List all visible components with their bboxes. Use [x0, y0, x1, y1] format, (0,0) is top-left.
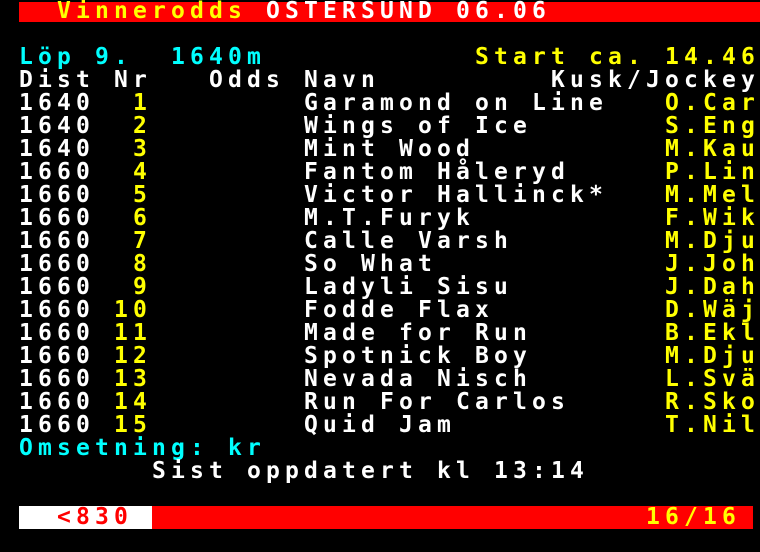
horse-name: Mint Wood [304, 136, 475, 162]
page-link[interactable]: <830 [57, 504, 133, 530]
row-number: 7 [133, 228, 152, 254]
row-distance: 1660 [19, 389, 95, 415]
table-row: 1660 10 Fodde Flax D.Wäj [0, 299, 760, 322]
race-label: Löp 9. [19, 44, 133, 70]
jockey-name: B.Ekl [665, 320, 760, 346]
table-row: 1660 7 Calle Varsh M.Dju [0, 230, 760, 253]
row-distance: 1660 [19, 251, 95, 277]
row-number: 9 [133, 274, 152, 300]
row-number: 5 [133, 182, 152, 208]
table-row: 1660 12 Spotnick Boy M.Dju [0, 345, 760, 368]
column-header-odds: Odds [209, 67, 285, 93]
table-row: 1660 15 Quid Jam T.Nil [0, 414, 760, 437]
row-number: 11 [114, 320, 152, 346]
table-row: 1660 5 Victor Hallinck* M.Mel [0, 184, 760, 207]
jockey-name: T.Nil [665, 412, 760, 438]
row-number: 2 [133, 113, 152, 139]
race-distance: 1640m [171, 44, 266, 70]
horse-name: Quid Jam [304, 412, 456, 438]
row-distance: 1660 [19, 412, 95, 438]
row-distance: 1660 [19, 366, 95, 392]
column-header-navn: Navn [304, 67, 380, 93]
horse-name: Garamond on Line [304, 90, 608, 116]
column-header-kusk: Kusk/Jockey [551, 67, 760, 93]
header-bar [19, 2, 760, 22]
footer-bar [152, 506, 753, 529]
turnover-label: Omsetning: kr [19, 435, 266, 461]
row-distance: 1640 [19, 113, 95, 139]
jockey-name: O.Car [665, 90, 760, 116]
jockey-name: M.Mel [665, 182, 760, 208]
jockey-name: F.Wik [665, 205, 760, 231]
table-row: 1640 1 Garamond on Line O.Car [0, 92, 760, 115]
row-number: 4 [133, 159, 152, 185]
row-distance: 1660 [19, 228, 95, 254]
table-row: 1660 14 Run For Carlos R.Sko [0, 391, 760, 414]
horse-name: Calle Varsh [304, 228, 513, 254]
row-number: 6 [133, 205, 152, 231]
row-number: 12 [114, 343, 152, 369]
horse-name: Ladyli Sisu [304, 274, 513, 300]
column-header-dist: Dist [19, 67, 95, 93]
jockey-name: P.Lin [665, 159, 760, 185]
service-label: Vinnerodds [57, 0, 247, 24]
jockey-name: M.Dju [665, 228, 760, 254]
horse-name: Made for Run [304, 320, 532, 346]
table-row: 1640 2 Wings of Ice S.Eng [0, 115, 760, 138]
last-updated: Sist oppdatert kl 13:14 [152, 458, 589, 484]
horse-name: Wings of Ice [304, 113, 532, 139]
page-title: ÖSTERSUND 06.06 [266, 0, 551, 24]
jockey-name: J.Joh [665, 251, 760, 277]
horse-name: Fantom Håleryd [304, 159, 570, 185]
table-row: 1660 6 M.T.Furyk F.Wik [0, 207, 760, 230]
table-row: 1660 11 Made for Run B.Ekl [0, 322, 760, 345]
horse-name: So What [304, 251, 437, 277]
row-distance: 1660 [19, 320, 95, 346]
row-distance: 1660 [19, 274, 95, 300]
table-row: 1660 8 So What J.Joh [0, 253, 760, 276]
table-row: 1640 3 Mint Wood M.Kau [0, 138, 760, 161]
jockey-name: L.Svä [665, 366, 760, 392]
row-distance: 1660 [19, 205, 95, 231]
table-row: 1660 4 Fantom Håleryd P.Lin [0, 161, 760, 184]
page-link-box [19, 506, 152, 529]
horse-name: Fodde Flax [304, 297, 494, 323]
row-distance: 1660 [19, 343, 95, 369]
row-distance: 1640 [19, 136, 95, 162]
jockey-name: D.Wäj [665, 297, 760, 323]
row-number: 10 [114, 297, 152, 323]
row-number: 8 [133, 251, 152, 277]
jockey-name: R.Sko [665, 389, 760, 415]
row-distance: 1660 [19, 159, 95, 185]
horse-name: Victor Hallinck* [304, 182, 608, 208]
row-number: 14 [114, 389, 152, 415]
column-header-nr: Nr [114, 67, 152, 93]
row-distance: 1660 [19, 297, 95, 323]
horse-name: Spotnick Boy [304, 343, 532, 369]
start-time: Start ca. 14.46 [475, 44, 760, 70]
horse-name: M.T.Furyk [304, 205, 475, 231]
row-number: 13 [114, 366, 152, 392]
row-number: 15 [114, 412, 152, 438]
row-distance: 1640 [19, 90, 95, 116]
horse-name: Run For Carlos [304, 389, 570, 415]
jockey-name: J.Dah [665, 274, 760, 300]
jockey-name: M.Kau [665, 136, 760, 162]
jockey-name: S.Eng [665, 113, 760, 139]
page-indicator: 16/16 [646, 504, 741, 530]
table-row: 1660 9 Ladyli Sisu J.Dah [0, 276, 760, 299]
row-distance: 1660 [19, 182, 95, 208]
row-number: 1 [133, 90, 152, 116]
table-row: 1660 13 Nevada Nisch L.Svä [0, 368, 760, 391]
horse-name: Nevada Nisch [304, 366, 532, 392]
row-number: 3 [133, 136, 152, 162]
jockey-name: M.Dju [665, 343, 760, 369]
